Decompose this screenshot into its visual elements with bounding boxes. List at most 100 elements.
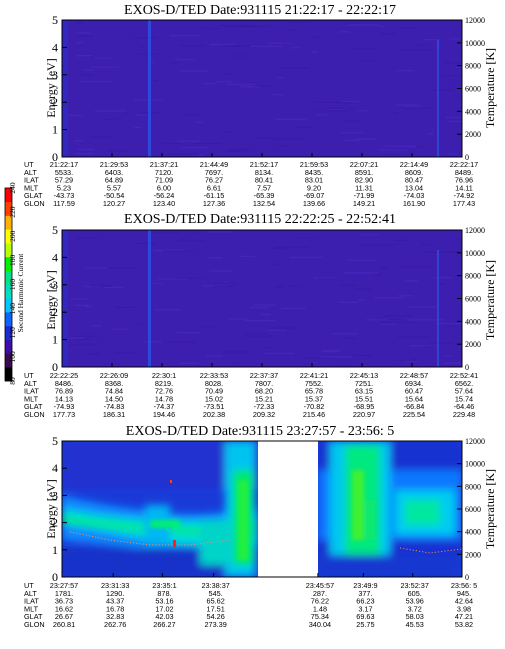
panel-2-ephemeris-cell: -68.95 (354, 402, 375, 411)
panel-1-ephemeris-cell: 57.29 (55, 176, 73, 185)
panel-3-ephemeris-cell: 605. (408, 589, 422, 598)
colorbar-label: Second Harmonic Current (16, 253, 25, 333)
panel-2-ephemeris-cell: 8219. (155, 379, 173, 388)
panel-3: EXOS-D/TED Date:931115 23:27:57 - 23:56:… (24, 424, 497, 629)
panel-2-ephemeris-cell: 22:22:25 (50, 371, 78, 380)
panel-3-ephemeris-row-label: GLAT (24, 612, 43, 621)
panel-2-ephemeris-cell: 215.46 (303, 410, 325, 419)
panel-1-ephemeris-cell: 5.23 (57, 183, 71, 192)
panel-2-ephemeris-cell: 15.51 (355, 394, 373, 403)
panel-1-ephemeris-row-label: UT (24, 160, 34, 169)
panel-3-ephemeris-cell: 23:35:1 (152, 581, 176, 590)
panel-3-ephemeris-cell: 54.26 (207, 612, 225, 621)
panel-2-ephemeris-cell: -74.83 (104, 402, 125, 411)
panel-1-ytick-label: 1 (52, 123, 58, 137)
panel-1-ephemeris-cell: 7.57 (257, 183, 271, 192)
panel-2-ephemeris-cell: 8486. (55, 379, 73, 388)
panel-1-ephemeris-row-label: MLT (24, 183, 39, 192)
panel-1-ephemeris-cell: 21:44:49 (200, 160, 228, 169)
panel-3-ephemeris-cell: 262.76 (104, 620, 126, 629)
panel-2-ephemeris-cell: 15.37 (305, 394, 323, 403)
panel-1-ephemeris-cell: 8609. (405, 168, 423, 177)
panel-1-ephemeris-cell: -74.92 (454, 191, 475, 200)
panel-2-y2tick-label: 10000 (465, 249, 485, 258)
panel-1-ylabel: Energy [eV] (44, 58, 58, 117)
colorbar-swatch (5, 298, 12, 313)
panel-3-ephemeris-cell: 17.51 (207, 604, 225, 613)
panel-2-ytick-label: 5 (52, 223, 58, 237)
panel-3-ephemeris-cell: 26.67 (55, 612, 73, 621)
panel-3-ephemeris-cell: 53.16 (155, 597, 173, 606)
panel-1-ephemeris-cell: 177.43 (453, 199, 475, 208)
panel-1-ephemeris-cell: -74.03 (404, 191, 425, 200)
colorbar-swatch (5, 256, 12, 272)
panel-3-y2label: Temperature [K] (483, 469, 497, 549)
panel-3-ephemeris-cell: 42.03 (155, 612, 173, 621)
panel-3-data-gap (258, 441, 318, 577)
panel-3-ephemeris-cell: 545. (209, 589, 223, 598)
panel-2-ytick-label: 1 (52, 333, 58, 347)
panel-1-ephemeris-cell: 76.96 (455, 176, 473, 185)
colorbar-tick-label: 100 (8, 351, 17, 363)
colorbar-swatch (5, 188, 12, 203)
panel-2-ephemeris-cell: 229.48 (453, 410, 475, 419)
panel-1-ephemeris-cell: 127.36 (203, 199, 225, 208)
colorbar-swatch (5, 243, 12, 258)
panel-1-ephemeris-row-label: GLAT (24, 191, 43, 200)
panel-2-ephemeris-cell: 6934. (405, 379, 423, 388)
panel-2-ytick-label: 4 (52, 250, 58, 264)
panel-1-ephemeris-cell: 8489. (455, 168, 473, 177)
panel-2-ephemeris-cell: 14.50 (105, 394, 123, 403)
panel-3-ephemeris-cell: 23:52:37 (401, 581, 429, 590)
panel-3-ephemeris-row-label: MLT (24, 604, 39, 613)
panel-2-ephemeris: UTALTILATMLTGLATGLON22:22:258486.76.8914… (24, 371, 478, 419)
panel-2-ephemeris-cell: 68.20 (255, 387, 273, 396)
colorbar-swatch (5, 367, 12, 382)
panel-2-ephemeris-cell: 22:37:37 (250, 371, 278, 380)
panel-3-y2tick-label: 0 (465, 573, 469, 582)
colorbar-tick-label: 120 (8, 327, 17, 339)
colorbar-swatch (5, 284, 12, 299)
panel-2-title: EXOS-D/TED Date:931115 22:22:25 - 22:52:… (124, 212, 396, 227)
panel-3-ytick-label: 0 (52, 570, 58, 584)
panel-1-ephemeris-cell: 76.27 (205, 176, 223, 185)
panel-2-ephemeris-cell: -72.33 (254, 402, 275, 411)
panel-1-ephemeris-cell: 123.40 (153, 199, 175, 208)
colorbar-tick-label: 180 (8, 255, 17, 267)
panel-1-ephemeris-cell: 132.54 (253, 199, 275, 208)
panel-1: EXOS-D/TED Date:931115 21:22:17 - 22:22:… (24, 3, 497, 208)
colorbar-swatch (5, 215, 12, 230)
panel-1-ephemeris-cell: -61.15 (204, 191, 225, 200)
panel-1-ephemeris-cell: 7697. (205, 168, 223, 177)
panel-3-ephemeris-cell: 340.04 (309, 620, 331, 629)
panel-3-ephemeris-cell: 66.23 (356, 597, 374, 606)
panel-3-ephemeris-cell: 42.64 (455, 597, 473, 606)
panel-1-y2tick-label: 10000 (465, 39, 485, 48)
panel-2-ephemeris-cell: 74.84 (105, 387, 123, 396)
panel-3-ephemeris-cell: 878. (157, 589, 171, 598)
panel-3-title: EXOS-D/TED Date:931115 23:27:57 - 23:56:… (126, 424, 394, 439)
panel-2-ephemeris-cell: 225.54 (403, 410, 425, 419)
panel-1-ytick-label: 5 (52, 13, 58, 27)
panel-3-ephemeris-cell: 76.22 (311, 597, 329, 606)
panel-2-ephemeris-cell: -64.46 (454, 402, 475, 411)
panel-3-ephemeris-cell: 3.72 (408, 604, 422, 613)
panel-1-ytick-label: 2 (52, 95, 58, 109)
panel-1-ephemeris-cell: 8435. (305, 168, 323, 177)
panel-2-y2tick-label: 4000 (465, 317, 481, 326)
panel-2-ephemeris-cell: 22:45:13 (350, 371, 378, 380)
panel-3-ephemeris-cell: 16.62 (55, 604, 73, 613)
panel-1-y2tick-label: 2000 (465, 130, 481, 139)
panel-3-ephemeris-cell: 260.81 (53, 620, 75, 629)
panel-2-y2tick-label: 6000 (465, 295, 481, 304)
panel-3-ephemeris-cell: 945. (457, 589, 471, 598)
panel-2-y2label: Temperature [K] (483, 260, 497, 340)
panel-1-ephemeris-cell: 22:22:17 (450, 160, 478, 169)
colorbar-swatch (5, 312, 12, 327)
panel-3-ytick-label: 2 (52, 516, 58, 530)
panel-1-ephemeris-cell: 6.61 (207, 183, 221, 192)
panel-1-ephemeris-cell: 117.59 (53, 199, 75, 208)
panel-2-ephemeris-cell: 22:52:41 (450, 371, 478, 380)
panel-1-ephemeris-cell: 5.57 (107, 183, 121, 192)
panel-1-y2tick-label: 6000 (465, 85, 481, 94)
